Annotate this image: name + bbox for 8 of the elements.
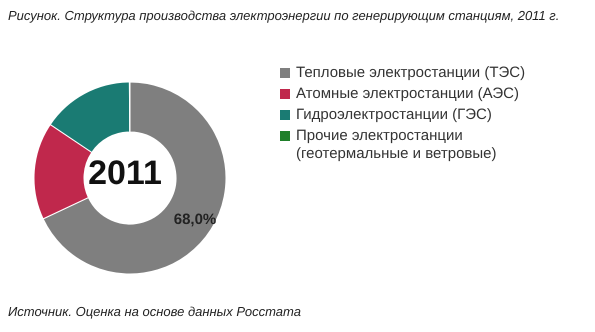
text: Источник. Оценка на основе данных Росстата bbox=[8, 304, 301, 319]
data-label: 68,0% bbox=[174, 210, 216, 228]
chart-title: Рисунок. Структура производства электроэнергии по генерирующим станциям, 2011 г. bbox=[8, 8, 560, 23]
legend-label: Атомные электростанции (АЭС) bbox=[296, 85, 519, 103]
text: 2011 bbox=[88, 154, 162, 192]
legend-label: Гидроэлектростанции (ГЭС) bbox=[296, 106, 492, 124]
legend-label: Прочие электростанции (геотермальные и ветровые) bbox=[296, 127, 498, 163]
legend-label: Тепловые электростанции (ТЭС) bbox=[296, 64, 526, 82]
